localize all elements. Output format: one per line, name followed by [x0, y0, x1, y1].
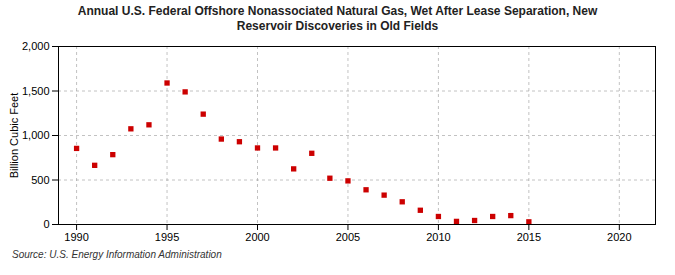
- svg-text:2005: 2005: [336, 231, 360, 243]
- svg-text:0: 0: [43, 218, 49, 230]
- svg-text:Billion Cubic Feet: Billion Cubic Feet: [8, 93, 20, 179]
- svg-text:1,000: 1,000: [22, 129, 50, 141]
- svg-text:500: 500: [31, 174, 49, 186]
- svg-text:1990: 1990: [64, 231, 88, 243]
- svg-text:2010: 2010: [426, 231, 450, 243]
- svg-text:1,500: 1,500: [22, 85, 50, 97]
- svg-text:2015: 2015: [517, 231, 541, 243]
- svg-text:2020: 2020: [607, 231, 631, 243]
- html-text:Source: U.S. Energy Informatio: Source: U.S. Energy Information Administ…: [12, 249, 222, 260]
- svg-text:1995: 1995: [155, 231, 179, 243]
- svg-text:2,000: 2,000: [22, 40, 50, 52]
- svg-text:2000: 2000: [245, 231, 269, 243]
- html-text:Annual U.S. Federal Offshore N: Annual U.S. Federal Offshore Nonassociat…: [77, 4, 598, 33]
